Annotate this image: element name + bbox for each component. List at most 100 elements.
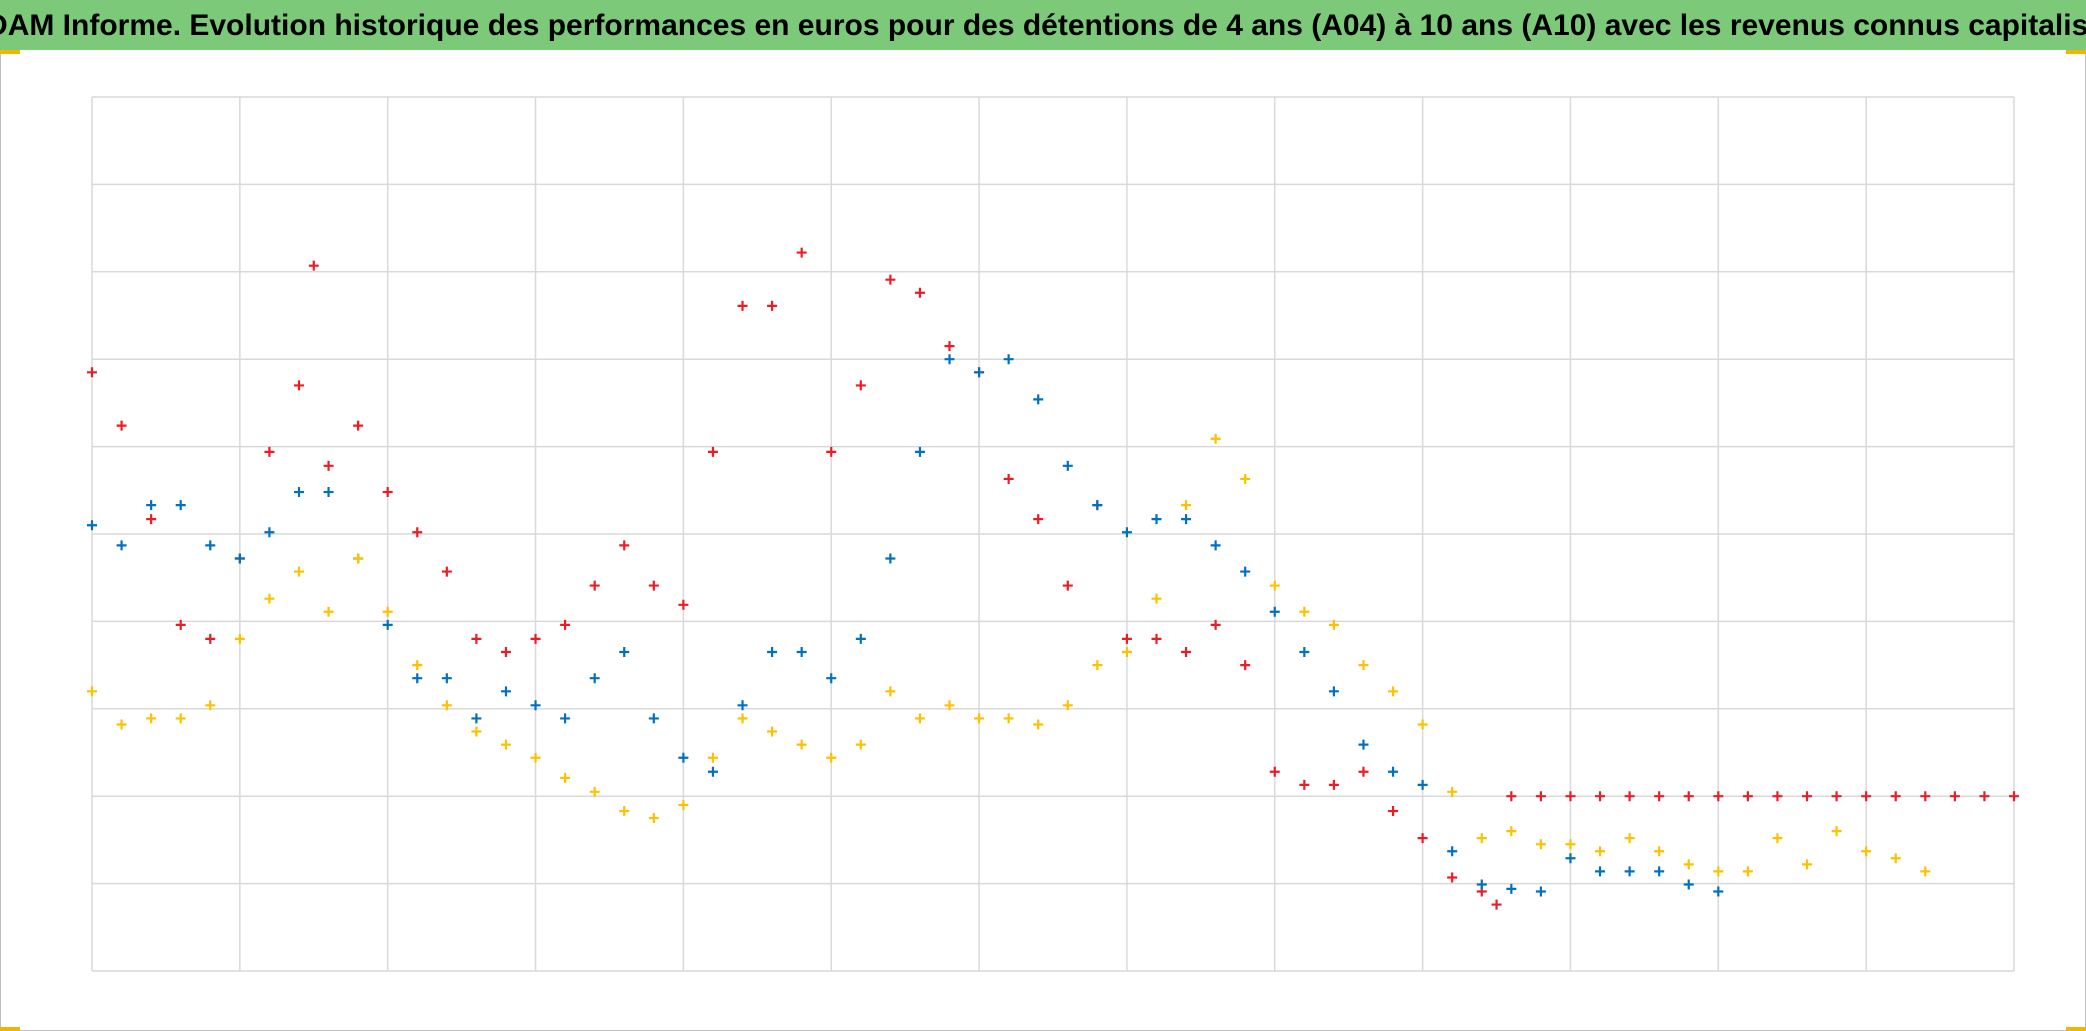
point	[1535, 886, 1546, 897]
point	[648, 713, 659, 724]
point	[1358, 766, 1369, 777]
point	[944, 341, 955, 352]
point	[1417, 719, 1428, 730]
point	[914, 713, 925, 724]
point	[1062, 460, 1073, 471]
point	[707, 752, 718, 763]
point	[1121, 646, 1132, 657]
point	[1831, 826, 1842, 837]
point	[648, 580, 659, 591]
point	[500, 686, 511, 697]
point	[1092, 500, 1103, 511]
point	[1920, 791, 1931, 802]
point	[1151, 633, 1162, 644]
point	[500, 646, 511, 657]
point	[767, 646, 778, 657]
point	[471, 633, 482, 644]
point	[1565, 791, 1576, 802]
point	[1654, 846, 1665, 857]
point	[323, 487, 334, 498]
point	[146, 500, 157, 511]
point	[1595, 791, 1606, 802]
point	[1062, 700, 1073, 711]
point	[530, 633, 541, 644]
point	[1713, 866, 1724, 877]
point	[1979, 791, 1990, 802]
point	[146, 713, 157, 724]
point	[1181, 646, 1192, 657]
point	[175, 713, 186, 724]
point	[1269, 606, 1280, 617]
point	[1713, 791, 1724, 802]
point	[1476, 879, 1487, 890]
point	[1949, 791, 1960, 802]
chart-title: ADAM Informe. Evolution historique des p…	[0, 9, 2086, 42]
point	[264, 593, 275, 604]
point	[264, 446, 275, 457]
point	[944, 700, 955, 711]
point	[826, 673, 837, 684]
point	[530, 700, 541, 711]
point	[885, 274, 896, 285]
point	[1565, 839, 1576, 850]
point	[1240, 660, 1251, 671]
point	[1092, 660, 1103, 671]
point	[1151, 593, 1162, 604]
point	[826, 446, 837, 457]
point	[678, 799, 689, 810]
point	[1595, 866, 1606, 877]
point	[1121, 527, 1132, 538]
point	[1890, 853, 1901, 864]
point	[87, 367, 97, 378]
point	[1269, 766, 1280, 777]
point	[441, 700, 452, 711]
corner	[2066, 1027, 2086, 1031]
point	[1447, 786, 1458, 797]
point	[1003, 713, 1014, 724]
point	[1861, 846, 1872, 857]
point	[855, 739, 866, 750]
point	[1535, 791, 1546, 802]
point	[1654, 791, 1665, 802]
point	[1210, 619, 1221, 630]
point	[1240, 566, 1251, 577]
point	[737, 700, 748, 711]
point	[1447, 846, 1458, 857]
point	[737, 713, 748, 724]
point	[1802, 791, 1813, 802]
point	[175, 500, 186, 511]
point	[1476, 833, 1487, 844]
point	[382, 619, 393, 630]
point	[1358, 660, 1369, 671]
point	[353, 420, 364, 431]
point	[1861, 791, 1872, 802]
point	[855, 380, 866, 391]
point	[1388, 766, 1399, 777]
point	[855, 633, 866, 644]
point	[382, 606, 393, 617]
point	[974, 367, 985, 378]
point	[1388, 806, 1399, 817]
title-bar	[0, 0, 2086, 50]
point	[1683, 791, 1694, 802]
point	[116, 420, 127, 431]
point	[471, 726, 482, 737]
point	[1624, 791, 1635, 802]
point	[2009, 791, 2019, 802]
point	[1831, 791, 1842, 802]
point	[1240, 473, 1251, 484]
point	[1417, 833, 1428, 844]
point	[1447, 872, 1458, 883]
point	[382, 487, 393, 498]
point	[885, 686, 896, 697]
corner	[2066, 50, 2086, 54]
point	[1033, 394, 1044, 405]
point	[560, 713, 571, 724]
point	[1033, 719, 1044, 730]
point	[1890, 791, 1901, 802]
point	[1535, 839, 1546, 850]
point	[530, 752, 541, 763]
point	[1062, 580, 1073, 591]
point	[648, 813, 659, 824]
